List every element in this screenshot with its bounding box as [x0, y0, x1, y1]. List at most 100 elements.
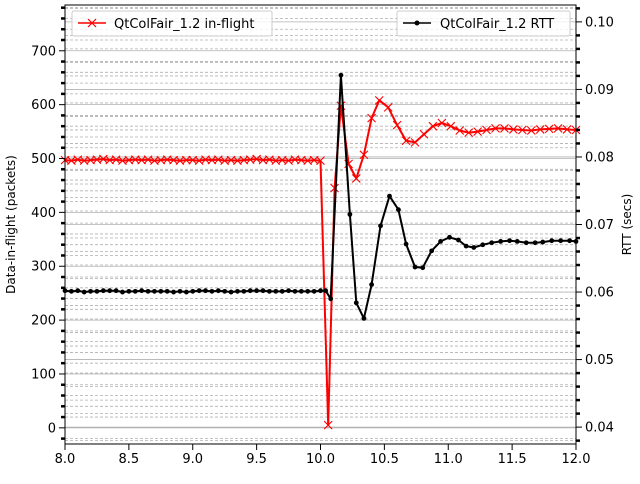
- rtt-point: [152, 288, 157, 294]
- left-y-axis-label: Data-in-flight (packets): [4, 155, 18, 294]
- series-group-2: [62, 72, 579, 321]
- rtt-point: [132, 288, 138, 294]
- right-tick-label: 0.05: [585, 353, 614, 368]
- axes: 0 100 200 300 400 500 600 700 0.04 0.05 0.06 0.07 0.…: [31, 6, 614, 467]
- rtt-point: [286, 288, 291, 294]
- rtt-point: [338, 72, 344, 78]
- rtt-point: [273, 288, 279, 294]
- rtt-point: [540, 239, 546, 245]
- in-flight-point: [562, 125, 572, 134]
- rtt-point: [228, 289, 234, 295]
- in-flight-point: [323, 420, 333, 430]
- rtt-point: [353, 300, 359, 306]
- in-flight-point: [535, 125, 545, 134]
- in-flight-point: [455, 126, 465, 135]
- left-tick-label: 300: [31, 260, 56, 275]
- rtt-point: [480, 242, 486, 248]
- rtt-point: [196, 288, 202, 294]
- in-flight-point: [428, 121, 438, 131]
- rtt-point: [328, 296, 334, 302]
- in-flight-point: [482, 125, 491, 135]
- grid-lines: [65, 7, 576, 442]
- rtt-point: [260, 288, 266, 294]
- rtt-point: [241, 288, 247, 294]
- rtt-point: [532, 240, 538, 246]
- in-flight-point: [544, 124, 554, 134]
- rtt-point: [81, 289, 87, 295]
- rtt-point: [403, 241, 409, 247]
- x-tick-label: 11.0: [434, 452, 463, 467]
- rtt-point: [514, 238, 520, 244]
- series-group-1: [60, 95, 581, 430]
- rtt-point: [361, 315, 367, 321]
- in-flight-point: [392, 120, 402, 130]
- legend-in-flight-box: [71, 10, 273, 37]
- rtt-point: [171, 289, 176, 295]
- rtt-point: [471, 245, 477, 250]
- rtt-point: [203, 288, 208, 294]
- rtt-point: [387, 193, 392, 199]
- x-tick-label: 8.0: [55, 452, 76, 467]
- rtt-point: [305, 288, 311, 294]
- x-tick-label: 10.0: [306, 452, 335, 467]
- right-tick-label: 0.08: [585, 150, 614, 165]
- rtt-point: [158, 288, 164, 294]
- rtt-point: [323, 288, 329, 294]
- rtt-point: [438, 238, 443, 244]
- right-y-axis-label: RTT (secs): [620, 194, 634, 256]
- rtt-point: [88, 288, 93, 294]
- in-flight-point: [491, 123, 500, 133]
- rtt-point: [279, 288, 285, 294]
- in-flight-point: [351, 174, 361, 183]
- rtt-point: [298, 288, 304, 294]
- in-flight-point: [316, 156, 325, 166]
- rtt-point: [378, 223, 383, 229]
- legend-in-flight-marker: [87, 18, 97, 28]
- right-tick-label: 0.10: [585, 15, 614, 30]
- rtt-point: [254, 288, 260, 294]
- in-flight-point: [509, 125, 518, 134]
- in-flight-point: [500, 123, 509, 133]
- x-tick-label: 11.5: [498, 452, 527, 467]
- in-flight-point: [181, 155, 191, 165]
- in-flight-point: [517, 125, 527, 135]
- in-flight-point: [374, 95, 384, 105]
- rtt-point: [190, 288, 196, 294]
- in-flight-point: [419, 129, 429, 139]
- in-flight-point: [464, 128, 474, 138]
- rtt-point: [347, 211, 353, 217]
- rtt-point: [456, 237, 461, 243]
- in-flight-point: [359, 150, 369, 160]
- in-flight-point: [446, 121, 456, 131]
- legend-rtt-box: [396, 10, 571, 37]
- rtt-point: [463, 243, 469, 249]
- legend-rtt-label: QtColFair_1.2 RTT: [440, 17, 554, 32]
- series-layer: [60, 72, 581, 430]
- rtt-point: [558, 238, 564, 244]
- rtt-point: [267, 288, 272, 294]
- rtt-point: [507, 238, 512, 244]
- legend-rtt-marker: [414, 20, 420, 26]
- right-tick-label: 0.09: [585, 83, 614, 98]
- in-flight-point: [330, 183, 339, 193]
- rtt-point: [369, 282, 374, 288]
- legend-rtt: QtColFair_1.2 RTT: [396, 10, 571, 37]
- left-tick-label: 100: [31, 367, 56, 382]
- rtt-point: [235, 288, 240, 294]
- rtt-point: [100, 288, 106, 294]
- series-line-2: [64, 74, 577, 320]
- rtt-point: [209, 288, 215, 294]
- in-flight-point: [410, 137, 420, 147]
- in-flight-point: [383, 102, 393, 112]
- rtt-point: [107, 288, 113, 294]
- rtt-point: [126, 288, 132, 294]
- left-tick-label: 500: [31, 152, 56, 167]
- left-tick-label: 400: [31, 206, 56, 221]
- rtt-point: [318, 288, 323, 294]
- right-tick-label: 0.04: [585, 421, 614, 436]
- left-tick-label: 200: [31, 314, 56, 329]
- rtt-point: [113, 288, 119, 294]
- rtt-point: [420, 265, 426, 271]
- in-flight-point: [367, 113, 376, 123]
